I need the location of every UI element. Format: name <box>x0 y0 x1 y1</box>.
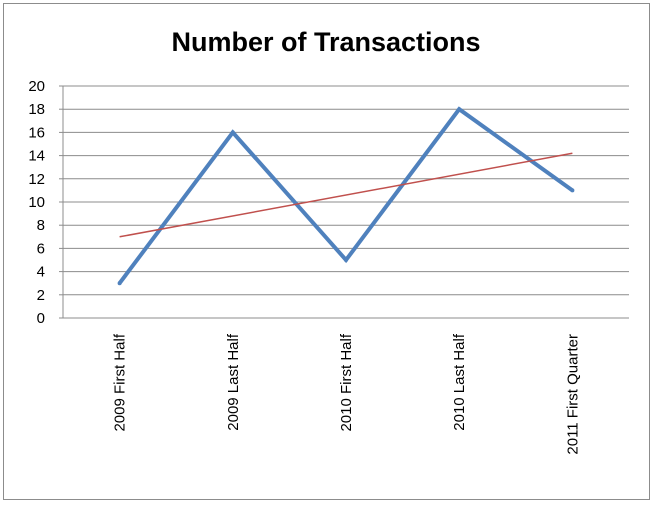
y-tick-label: 8 <box>37 217 45 234</box>
y-tick-label: 0 <box>37 310 45 327</box>
y-axis-ticks: 0 2 4 6 8 10 12 14 16 18 20 <box>28 78 45 327</box>
y-tick-label: 12 <box>28 171 45 188</box>
series-line <box>118 106 574 285</box>
chart-title: Number of Transactions <box>171 27 480 57</box>
data-point <box>230 130 235 135</box>
data-point <box>117 281 122 286</box>
x-category-label: 2009 First Half <box>112 333 129 431</box>
series-group <box>117 106 575 286</box>
x-category-label: 2011 First Quarter <box>564 334 581 455</box>
y-tick-label: 20 <box>28 78 45 95</box>
data-point <box>457 107 462 112</box>
y-tick-label: 2 <box>37 287 45 304</box>
y-tick-label: 16 <box>28 124 45 141</box>
x-category-label: 2009 Last Half <box>225 333 242 431</box>
x-axis-labels: 2009 First Half 2009 Last Half 2010 First … <box>112 333 582 454</box>
data-point <box>570 188 575 193</box>
x-category-label: 2010 Last Half <box>451 333 468 431</box>
y-tick-label: 4 <box>37 264 45 281</box>
y-tick-label: 6 <box>37 240 45 257</box>
y-tick-label: 10 <box>28 194 45 211</box>
gridlines <box>59 85 629 319</box>
trendline <box>119 152 573 238</box>
y-tick-label: 14 <box>28 148 45 165</box>
y-tick-label: 18 <box>28 101 45 118</box>
x-category-label: 2010 First Half <box>338 333 355 431</box>
data-point <box>344 258 348 262</box>
